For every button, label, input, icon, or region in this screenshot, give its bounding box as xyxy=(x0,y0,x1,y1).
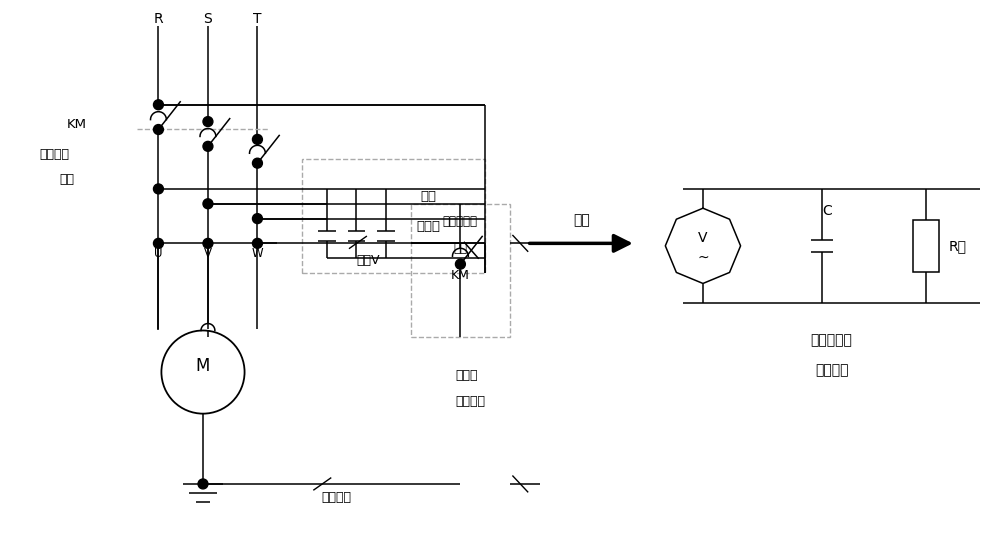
Text: 电容等: 电容等 xyxy=(416,219,440,233)
Circle shape xyxy=(198,479,208,489)
Circle shape xyxy=(203,199,213,209)
Text: V: V xyxy=(204,247,212,260)
Circle shape xyxy=(153,184,163,194)
Text: 待测漏电阻: 待测漏电阻 xyxy=(811,333,853,348)
Text: 常开: 常开 xyxy=(59,172,74,185)
Circle shape xyxy=(252,134,262,145)
Circle shape xyxy=(455,259,465,269)
Text: S: S xyxy=(204,12,212,26)
Bar xyxy=(411,204,510,338)
Text: 常闭: 常闭 xyxy=(453,242,467,255)
Text: R: R xyxy=(154,12,163,26)
Text: KM: KM xyxy=(451,268,470,282)
Circle shape xyxy=(153,100,163,110)
Circle shape xyxy=(153,238,163,248)
Text: 等效电路: 等效电路 xyxy=(815,363,848,377)
Text: T: T xyxy=(253,12,262,26)
Text: 闭锁检测: 闭锁检测 xyxy=(455,395,485,408)
Text: 至漏电: 至漏电 xyxy=(455,368,478,382)
Circle shape xyxy=(252,238,262,248)
Circle shape xyxy=(153,124,163,134)
Circle shape xyxy=(203,238,213,248)
Text: ~: ~ xyxy=(697,251,709,264)
Text: 电机机壳: 电机机壳 xyxy=(322,491,352,504)
Text: 分布: 分布 xyxy=(420,190,436,203)
Circle shape xyxy=(203,117,213,127)
Text: U: U xyxy=(154,247,163,260)
Circle shape xyxy=(203,141,213,151)
Text: KM: KM xyxy=(66,118,86,131)
Text: 相线V: 相线V xyxy=(356,254,380,267)
Text: M: M xyxy=(196,357,210,375)
Bar xyxy=(302,159,485,273)
Polygon shape xyxy=(665,208,741,283)
Bar xyxy=(913,220,939,272)
Text: V: V xyxy=(698,231,708,245)
Text: 简化: 简化 xyxy=(573,214,590,228)
Circle shape xyxy=(252,214,262,224)
Text: C: C xyxy=(822,204,832,218)
Circle shape xyxy=(252,158,262,168)
Text: W: W xyxy=(252,247,263,260)
Text: R漏: R漏 xyxy=(948,239,966,253)
Text: 辅助接触器: 辅助接触器 xyxy=(443,215,478,228)
Text: 主接触器: 主接触器 xyxy=(40,148,70,161)
